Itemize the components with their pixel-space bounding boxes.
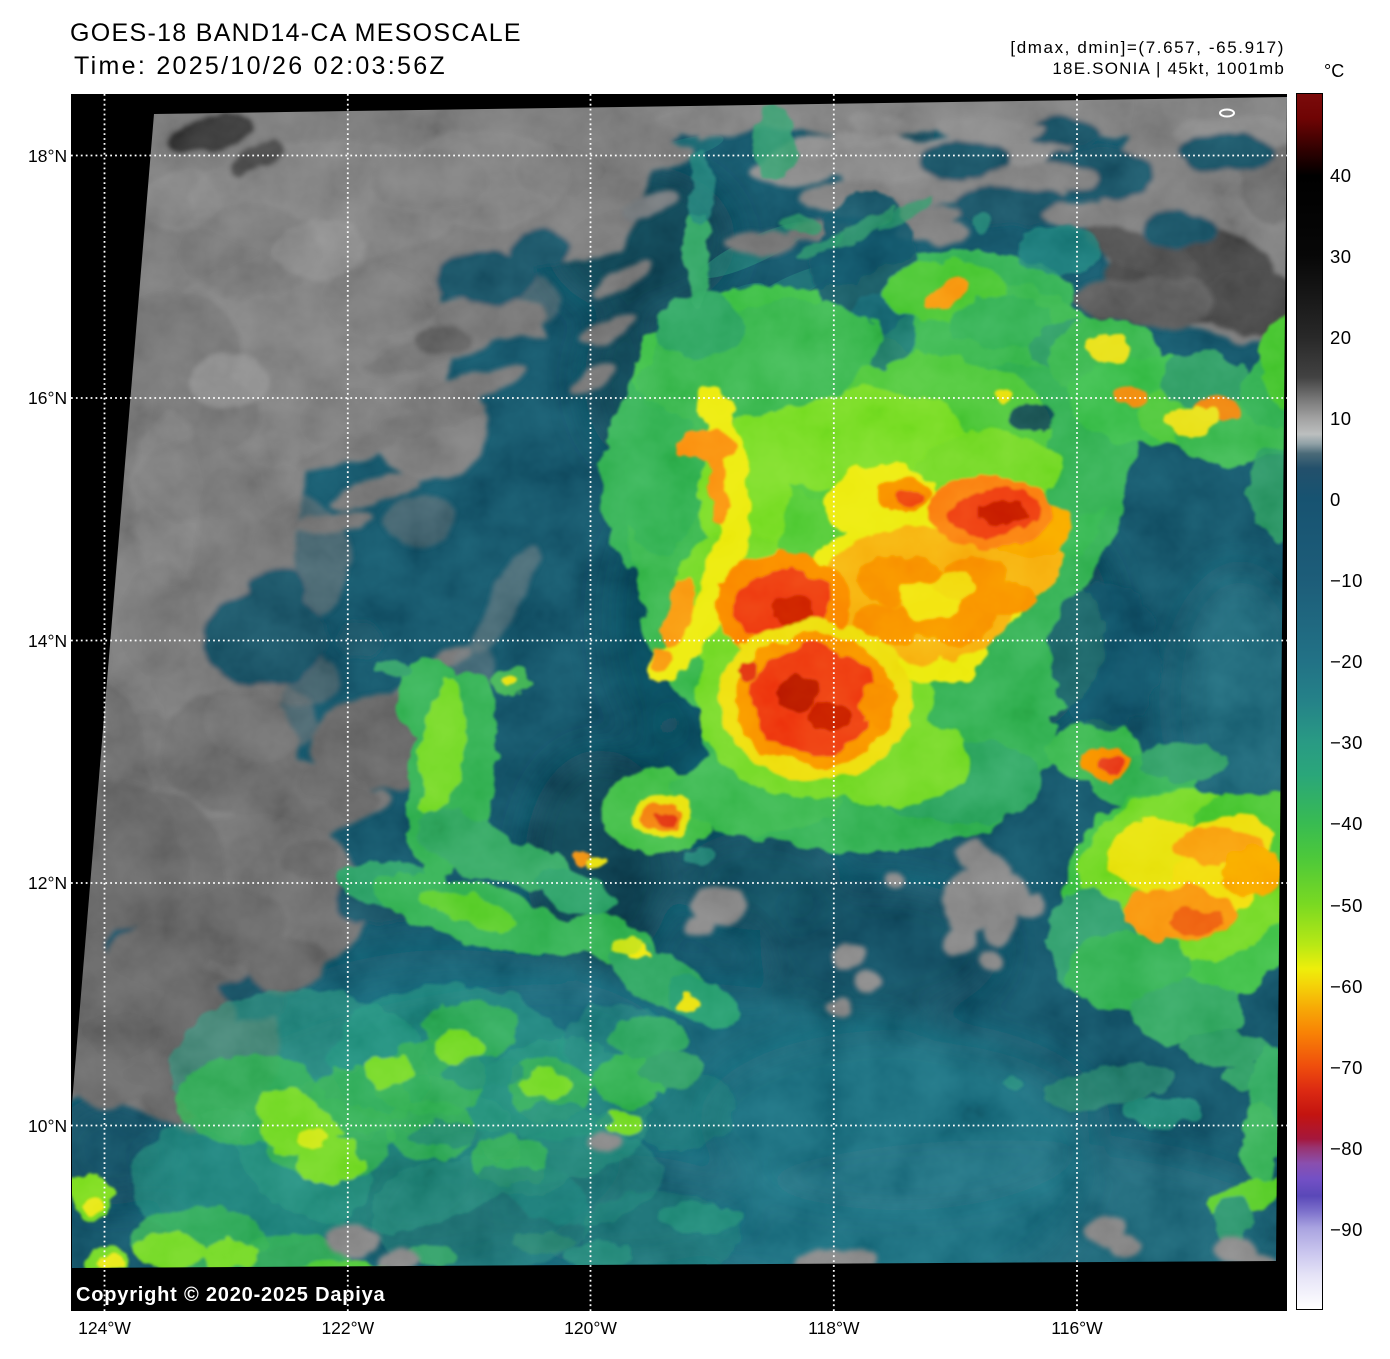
svg-text:Copyright © 2020-2025 Dapiya: Copyright © 2020-2025 Dapiya: [76, 1284, 386, 1306]
